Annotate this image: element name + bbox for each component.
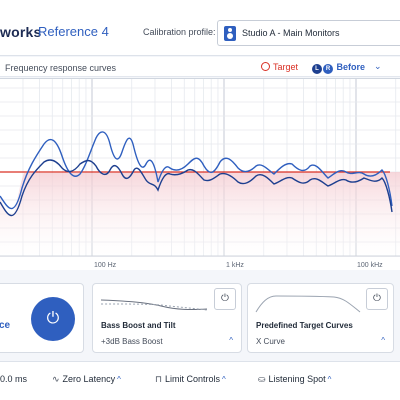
latency-label: Zero Latency — [62, 374, 116, 384]
brand-name: works — [0, 24, 42, 40]
latency-control[interactable]: ∿ Zero Latency ^ — [52, 374, 121, 385]
chevron-up-icon[interactable]: ^ — [229, 336, 233, 345]
power-icon: ⏻ — [373, 293, 381, 304]
calibration-power-button[interactable]: ⏻ — [31, 297, 75, 341]
frequency-response-graph: 100 Hz 1 kHz 100 kHz — [0, 78, 400, 270]
bass-boost-power-button[interactable]: ⏻ — [214, 288, 236, 310]
bottom-toolbar: 0.0 ms ∿ Zero Latency ^ ⊓ Limit Controls ^ ⛀… — [0, 361, 400, 400]
chevron-up-icon: ^ — [117, 375, 121, 384]
freq-label-100khz: 100 kHz — [357, 262, 383, 269]
freq-label-100hz: 100 Hz — [94, 262, 117, 269]
legend-before-label: Before — [336, 62, 366, 72]
frequency-response-plot — [0, 78, 400, 257]
calibration-profile-value: Studio A - Main Monitors — [242, 28, 340, 38]
power-icon: ⏻ — [221, 293, 229, 304]
bass-boost-value: +3dB Bass Boost — [101, 337, 163, 346]
target-curve-preview — [255, 295, 361, 313]
power-icon: ⏻ — [46, 310, 60, 327]
target-curve-title: Predefined Target Curves — [256, 321, 353, 330]
bass-boost-card[interactable]: ⏻ Bass Boost and Tilt +3dB Bass Boost ^ — [92, 283, 242, 353]
left-channel-badge: L — [312, 64, 322, 74]
before-curve-right — [0, 131, 393, 210]
listening-spot-label: Listening Spot — [268, 374, 326, 384]
legend-target-label: Target — [273, 62, 299, 72]
target-curve-card[interactable]: ⏻ Predefined Target Curves X Curve ^ — [247, 283, 394, 353]
latency-icon: ∿ — [52, 374, 60, 384]
product-name: Reference 4 — [38, 24, 109, 39]
chevron-up-icon: ^ — [222, 375, 226, 384]
listening-spot-control[interactable]: ⛀ Listening Spot ^ — [258, 374, 331, 385]
bass-boost-title: Bass Boost and Tilt — [101, 321, 176, 330]
limit-label: Limit Controls — [165, 374, 221, 384]
freq-label-1khz: 1 kHz — [226, 262, 244, 269]
calibration-toggle-card: ce ⏻ — [0, 283, 84, 353]
target-fill-area — [0, 172, 400, 256]
legend-target-toggle[interactable]: Target — [261, 62, 298, 72]
limit-icon: ⊓ — [155, 374, 163, 384]
calibration-profile-select[interactable]: Studio A - Main Monitors — [217, 20, 400, 46]
speaker-icon — [224, 26, 236, 41]
calibration-toggle-label: ce — [0, 320, 11, 331]
target-curve-power-button[interactable]: ⏻ — [366, 288, 388, 310]
target-circle-icon — [261, 62, 270, 71]
chevron-up-icon[interactable]: ^ — [381, 336, 385, 345]
bass-tilt-preview — [100, 299, 208, 311]
chevron-up-icon: ^ — [327, 375, 332, 384]
calibration-profile-label: Calibration profile: — [143, 27, 216, 37]
target-curve-value: X Curve — [256, 337, 285, 346]
graph-title: Frequency response curves — [5, 63, 117, 73]
delay-readout: 0.0 ms — [0, 374, 28, 384]
before-curve-left — [0, 159, 393, 217]
listening-spot-icon: ⛀ — [258, 374, 266, 384]
chevron-down-icon[interactable]: ⌄ — [374, 61, 382, 71]
limit-controls[interactable]: ⊓ Limit Controls ^ — [155, 374, 226, 385]
right-channel-badge: R — [323, 64, 333, 74]
header-bar: works Reference 4 Calibration profile: S… — [0, 0, 400, 56]
